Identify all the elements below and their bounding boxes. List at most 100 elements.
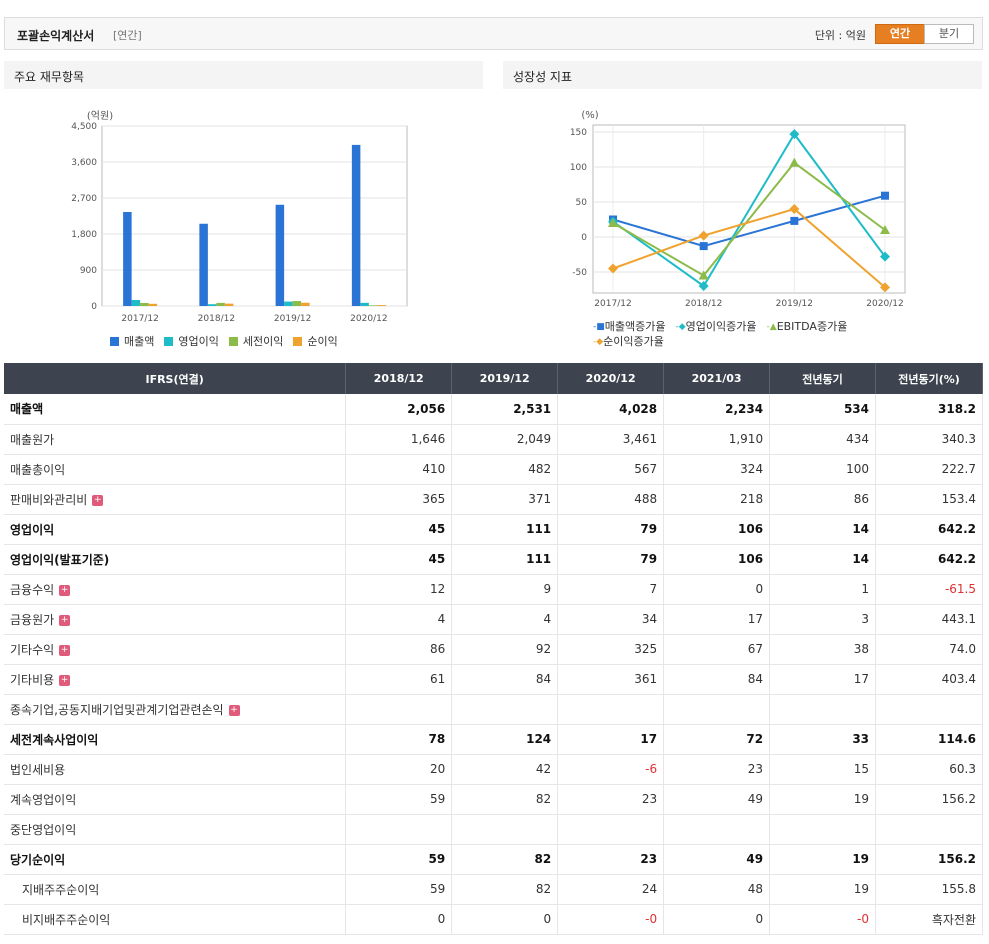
expand-plus-icon[interactable]: +	[59, 674, 71, 686]
series-line-3	[612, 207, 886, 289]
table-cell: 100	[769, 454, 877, 485]
row-label-text: 금융수익	[10, 582, 55, 597]
legend-label: 세전이익	[242, 335, 284, 348]
table-cell: 60.3	[875, 754, 983, 785]
legend-item: -▲ EBITDA증가율	[767, 320, 848, 334]
table-cell: 443.1	[875, 604, 983, 635]
table-cell: -6	[557, 754, 665, 785]
table-cell: 106	[663, 513, 771, 545]
row-label-text: 영업이익(발표기준)	[10, 552, 110, 567]
table-cell: 74.0	[875, 634, 983, 665]
period-badge: [연간]	[113, 29, 142, 42]
y-tick-label: 50	[576, 198, 588, 208]
table-cell: 78	[345, 723, 453, 755]
table-row: 금융수익 +12 9 7 0 1 -61.5	[4, 574, 983, 605]
table-cell	[557, 694, 665, 725]
table-cell: 4	[345, 604, 453, 635]
table-cell: 365	[345, 484, 453, 515]
expand-plus-icon[interactable]: +	[92, 494, 104, 506]
table-cell: 155.8	[875, 874, 983, 905]
expand-plus-icon[interactable]: +	[59, 584, 71, 596]
table-cell: 4,028	[557, 394, 665, 425]
row-label-text: 매출총이익	[10, 462, 66, 477]
table-cell: 24	[557, 874, 665, 905]
table-cell: 2,531	[451, 394, 559, 425]
table-cell: 14	[769, 544, 877, 575]
column-header: IFRS(연결)	[4, 363, 347, 394]
table-cell: 111	[451, 513, 559, 545]
y-tick-label: 0	[91, 302, 97, 312]
point-0-1	[699, 242, 708, 251]
legend-item: -■ 매출액증가율	[593, 320, 666, 334]
x-tick-label: 2017/12	[121, 314, 158, 324]
legend-label: 영업이익	[178, 335, 219, 348]
table-cell	[557, 814, 665, 845]
row-label-text: 법인세비용	[10, 762, 66, 777]
table-cell: 9	[451, 574, 559, 605]
row-label: 금융원가 +	[4, 604, 347, 635]
legend-item: -◆ 순이익증가율	[593, 335, 664, 349]
point-3-0	[608, 263, 618, 274]
expand-plus-icon[interactable]: +	[59, 644, 71, 656]
table-row: 비지배주주순이익 0 0 -0 0 -0 흑자전환	[4, 904, 983, 935]
row-label-text: 지배주주순이익	[22, 882, 100, 897]
table-cell: 49	[663, 843, 771, 875]
table-cell: 59	[345, 874, 453, 905]
table-cell: -0	[769, 904, 877, 935]
legend-swatch	[293, 336, 303, 346]
row-label-text: 세전계속사업이익	[10, 732, 99, 747]
y-tick-label: 4,500	[71, 122, 97, 132]
y-tick-label: 900	[80, 266, 97, 276]
legend-marker: -▲	[766, 322, 777, 332]
row-label-text: 매출액	[10, 402, 44, 417]
expand-plus-icon[interactable]: +	[59, 614, 71, 626]
table-cell	[663, 694, 771, 725]
table-cell: 82	[451, 874, 559, 905]
legend-label: 순이익증가율	[603, 335, 664, 348]
table-cell: 61	[345, 664, 453, 695]
table-cell	[451, 694, 559, 725]
table-row: 계속영업이익 59 82 23 49 19 156.2	[4, 784, 983, 815]
table-cell: 325	[557, 634, 665, 665]
table-cell: 153.4	[875, 484, 983, 515]
table-cell: 371	[451, 484, 559, 515]
row-label: 지배주주순이익	[4, 874, 347, 905]
table-cell: 1,646	[345, 424, 453, 455]
row-label-text: 영업이익	[10, 522, 55, 537]
annual-toggle-button[interactable]: 연간	[875, 24, 925, 44]
quarter-toggle-button[interactable]: 분기	[924, 24, 974, 44]
bar-3-3	[377, 305, 386, 306]
table-cell: 403.4	[875, 664, 983, 695]
table-cell: 33	[769, 723, 877, 755]
table-row: 매출원가 1,646 2,049 3,461 1,910 434 340.3	[4, 424, 983, 455]
bar-3-0	[148, 303, 158, 306]
row-label: 매출총이익	[4, 454, 347, 485]
table-cell: 0	[451, 904, 559, 935]
column-header: 2021/03	[663, 363, 771, 394]
point-0-3	[881, 191, 889, 200]
point-2-0	[608, 218, 618, 227]
row-label: 매출액	[4, 394, 347, 425]
table-cell: 59	[345, 784, 453, 815]
table-cell: 84	[451, 664, 559, 695]
bar-2-3	[368, 305, 378, 306]
table-cell: -0	[557, 904, 665, 935]
y-tick-label: 2,700	[71, 194, 97, 204]
table-cell: 86	[345, 634, 453, 665]
table-cell: 156.2	[875, 843, 983, 875]
legend-label: 매출액증가율	[604, 320, 666, 333]
expand-plus-icon[interactable]: +	[228, 704, 240, 716]
bar-1-3	[360, 302, 369, 306]
row-label-text: 계속영업이익	[10, 792, 77, 807]
table-cell: 59	[345, 843, 453, 875]
column-header: 전년동기	[769, 363, 877, 394]
table-cell: 79	[557, 513, 665, 545]
bar-chart-legend: 매출액 영업이익 세전이익 순이익	[110, 333, 348, 349]
table-cell: 84	[663, 664, 771, 695]
legend-marker: -◆	[675, 322, 686, 332]
table-row: 매출액 2,056 2,531 4,028 2,234 534 318.2	[4, 394, 983, 425]
table-cell: 흑자전환	[875, 904, 983, 935]
point-0-2	[790, 216, 799, 225]
table-cell: 4	[451, 604, 559, 635]
table-cell: 15	[769, 754, 877, 785]
